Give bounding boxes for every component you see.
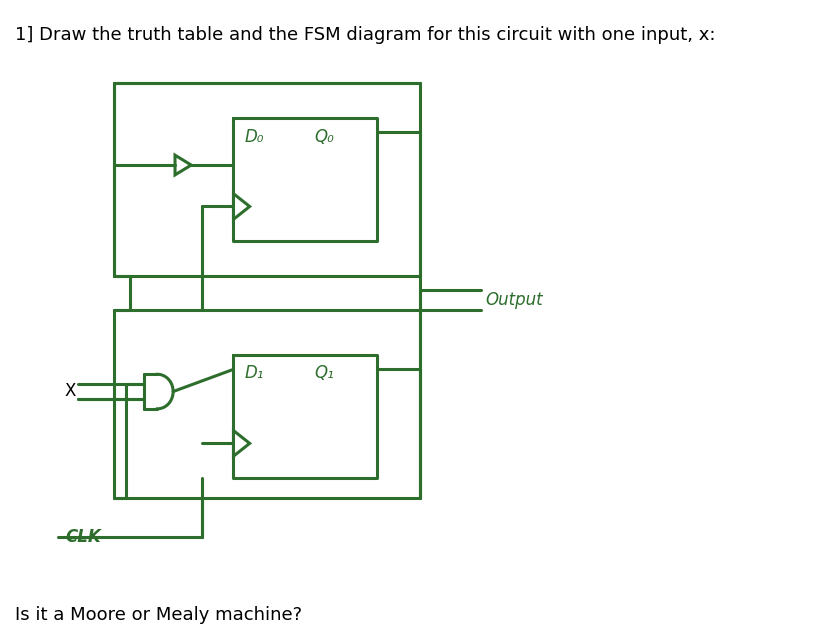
Text: D₀: D₀ — [244, 128, 264, 146]
Text: Is it a Moore or Mealy machine?: Is it a Moore or Mealy machine? — [15, 606, 301, 624]
Text: X: X — [65, 382, 76, 400]
Text: Output: Output — [485, 291, 542, 309]
Text: CLK: CLK — [66, 528, 101, 546]
Text: 1] Draw the truth table and the FSM diagram for this circuit with one input, x:: 1] Draw the truth table and the FSM diag… — [15, 26, 715, 44]
Text: D₁: D₁ — [244, 364, 264, 382]
Text: Q₁: Q₁ — [314, 364, 334, 382]
Text: Q₀: Q₀ — [314, 128, 334, 146]
